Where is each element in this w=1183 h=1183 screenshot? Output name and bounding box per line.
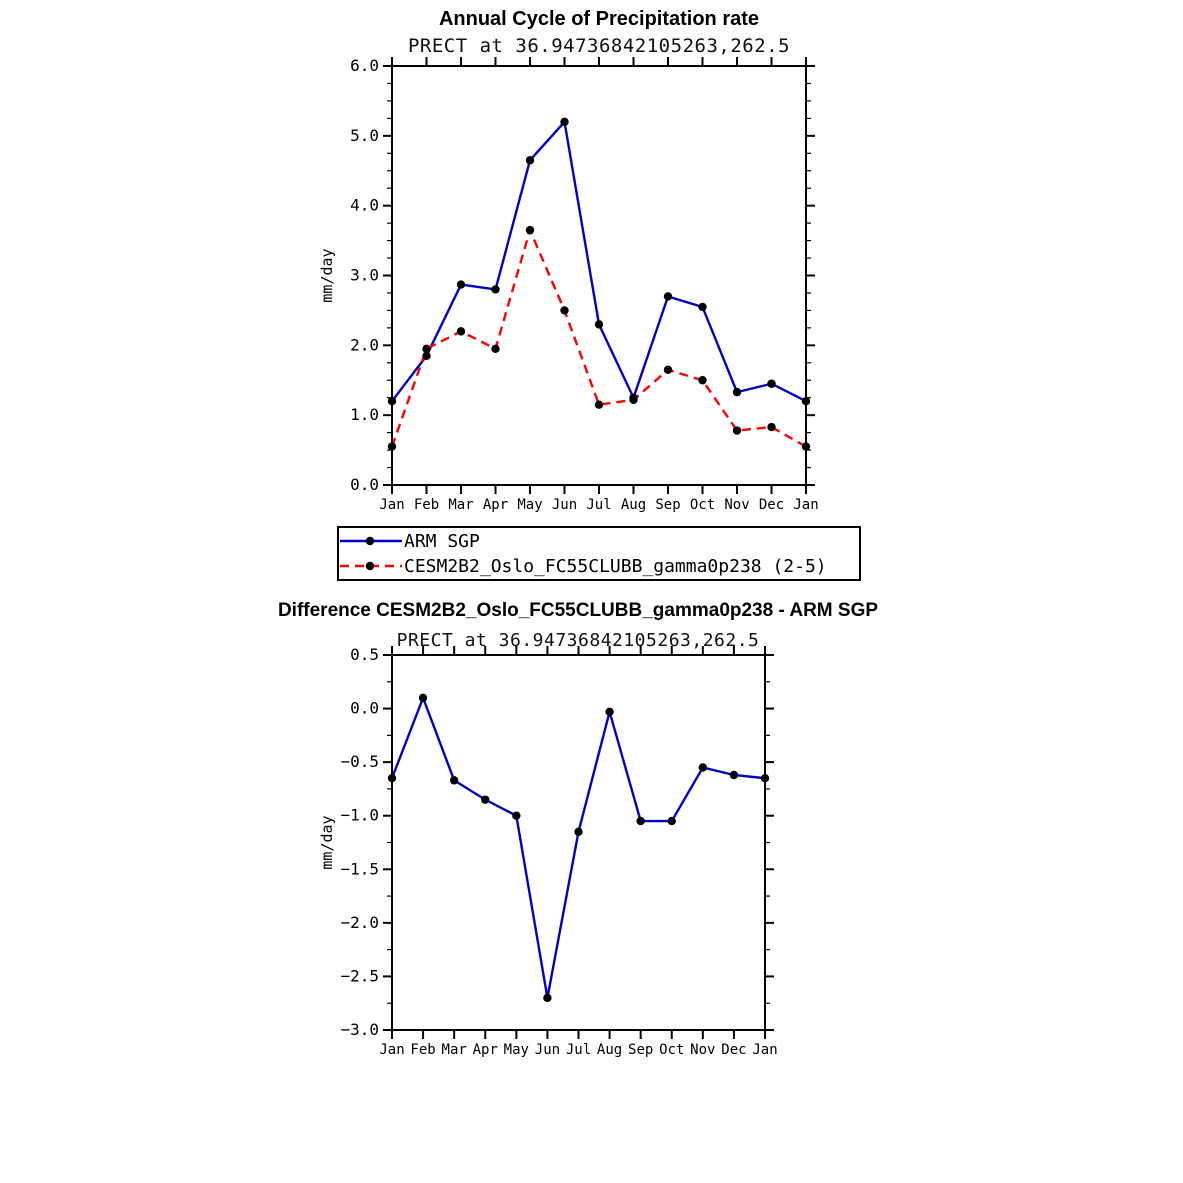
svg-text:−3.0: −3.0: [340, 1020, 379, 1039]
plot-frame: [391, 65, 807, 486]
svg-text:Jul: Jul: [566, 1042, 591, 1058]
top-chart-subtitle: PRECT at 36.94736842105263,262.5: [407, 35, 791, 57]
svg-text:Nov: Nov: [690, 1042, 715, 1058]
svg-text:−1.0: −1.0: [340, 806, 379, 825]
plot-frame: [391, 654, 766, 1031]
bottom-chart-title: Difference CESM2B2_Oslo_FC55CLUBB_gamma0…: [277, 600, 879, 621]
svg-text:−0.5: −0.5: [340, 752, 379, 771]
svg-text:3.0: 3.0: [350, 266, 379, 285]
legend: ARM SGP CESM2B2_Oslo_FC55CLUBB_gamma0p23…: [337, 526, 861, 581]
svg-text:0.0: 0.0: [350, 699, 379, 718]
svg-text:Aug: Aug: [597, 1042, 622, 1058]
svg-text:Apr: Apr: [483, 497, 508, 513]
svg-text:Jun: Jun: [535, 1042, 560, 1058]
cesm-line-sample-icon: [340, 561, 402, 571]
svg-text:−2.0: −2.0: [340, 913, 379, 932]
top-chart-title: Annual Cycle of Precipitation rate: [438, 8, 760, 30]
legend-label-cesm: CESM2B2_Oslo_FC55CLUBB_gamma0p238 (2-5): [404, 555, 827, 577]
series-line-1: [390, 226, 807, 448]
legend-item-cesm: CESM2B2_Oslo_FC55CLUBB_gamma0p238 (2-5): [340, 554, 859, 578]
svg-text:Jan: Jan: [793, 497, 818, 513]
svg-text:Dec: Dec: [759, 497, 784, 513]
svg-text:−1.5: −1.5: [340, 859, 379, 878]
svg-text:Mar: Mar: [442, 1042, 467, 1058]
svg-text:Nov: Nov: [724, 497, 749, 513]
svg-text:Sep: Sep: [628, 1042, 653, 1058]
svg-text:1.0: 1.0: [350, 405, 379, 424]
svg-text:May: May: [504, 1042, 529, 1058]
legend-marker-dot-icon: [365, 536, 375, 546]
legend-marker-dot-icon: [365, 561, 375, 571]
svg-text:Oct: Oct: [690, 497, 715, 513]
svg-text:Dec: Dec: [721, 1042, 746, 1058]
svg-text:Apr: Apr: [473, 1042, 498, 1058]
svg-text:0.0: 0.0: [350, 475, 379, 494]
y-axis-label: mm/day: [318, 815, 336, 869]
arm-sgp-line-sample-icon: [340, 536, 402, 546]
svg-text:May: May: [517, 497, 542, 513]
series-line-0: [390, 694, 766, 999]
svg-text:−2.5: −2.5: [340, 966, 379, 985]
series-line-0: [391, 119, 807, 403]
svg-text:Jan: Jan: [752, 1042, 777, 1058]
svg-text:Jan: Jan: [379, 497, 404, 513]
svg-text:5.0: 5.0: [350, 126, 379, 145]
svg-text:Aug: Aug: [621, 497, 646, 513]
svg-text:Oct: Oct: [659, 1042, 684, 1058]
svg-text:Feb: Feb: [414, 497, 439, 513]
svg-text:Jan: Jan: [379, 1042, 404, 1058]
y-axis-label: mm/day: [318, 248, 336, 302]
legend-label-arm-sgp: ARM SGP: [404, 530, 480, 552]
svg-text:Jun: Jun: [552, 497, 577, 513]
svg-text:0.5: 0.5: [350, 645, 379, 664]
svg-text:Sep: Sep: [655, 497, 680, 513]
bottom-chart-subtitle: PRECT at 36.94736842105263,262.5: [396, 630, 760, 651]
svg-text:Jul: Jul: [586, 497, 611, 513]
svg-text:Feb: Feb: [410, 1042, 435, 1058]
legend-item-arm-sgp: ARM SGP: [340, 529, 859, 553]
svg-text:2.0: 2.0: [350, 335, 379, 354]
svg-text:Mar: Mar: [448, 497, 473, 513]
svg-text:6.0: 6.0: [350, 56, 379, 75]
svg-text:4.0: 4.0: [350, 196, 379, 215]
